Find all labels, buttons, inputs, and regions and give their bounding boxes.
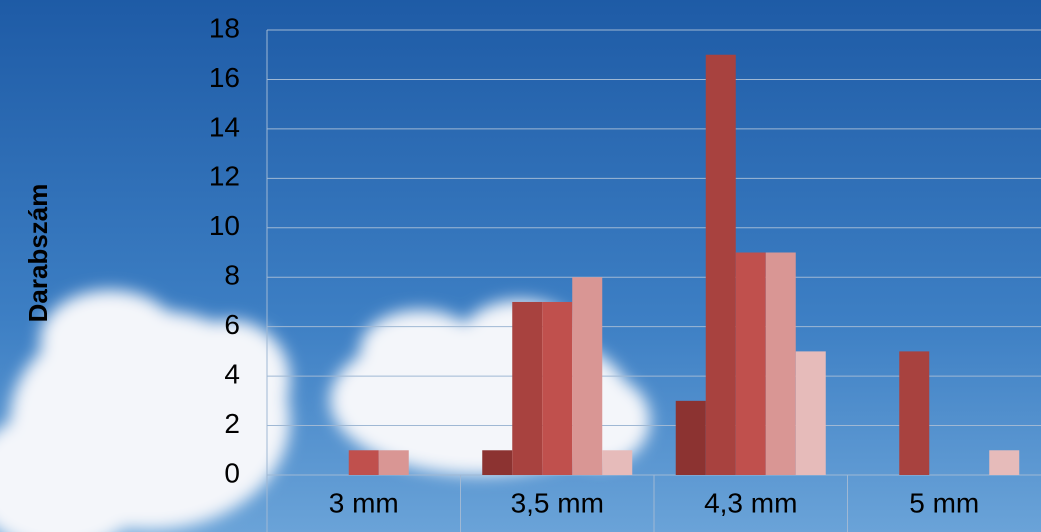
y-tick-label: 4 bbox=[224, 359, 240, 390]
bar bbox=[705, 54, 736, 475]
bar bbox=[542, 301, 573, 475]
bar bbox=[572, 277, 603, 475]
bar bbox=[765, 252, 796, 475]
bar bbox=[795, 351, 826, 475]
y-tick-label: 0 bbox=[224, 457, 240, 488]
y-tick-label: 12 bbox=[209, 161, 240, 192]
bar bbox=[989, 450, 1020, 475]
bar bbox=[348, 450, 379, 475]
x-tick-label: 3 mm bbox=[329, 487, 399, 518]
x-tick-label: 3,5 mm bbox=[511, 487, 604, 518]
y-tick-label: 6 bbox=[224, 309, 240, 340]
x-tick-label: 4,3 mm bbox=[704, 487, 797, 518]
bar bbox=[735, 252, 766, 475]
bar bbox=[512, 301, 543, 475]
y-tick-label: 8 bbox=[224, 260, 240, 291]
y-tick-label: 16 bbox=[209, 62, 240, 93]
bar bbox=[378, 450, 409, 475]
y-axis-label: Darabszám bbox=[23, 184, 53, 323]
y-tick-label: 10 bbox=[209, 210, 240, 241]
y-tick-label: 14 bbox=[209, 111, 240, 142]
y-tick-label: 18 bbox=[209, 12, 240, 43]
bar bbox=[482, 450, 513, 475]
bar bbox=[675, 400, 706, 475]
bar bbox=[899, 351, 930, 475]
y-tick-label: 2 bbox=[224, 408, 240, 439]
bar bbox=[602, 450, 633, 475]
x-tick-label: 5 mm bbox=[909, 487, 979, 518]
